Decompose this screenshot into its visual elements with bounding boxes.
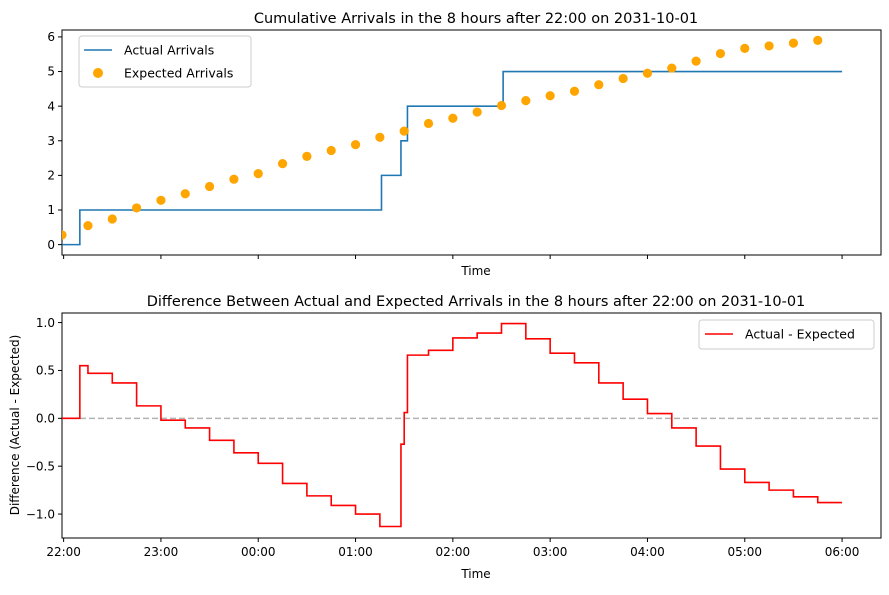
data-point-expected-arrivals: [229, 174, 239, 184]
bottom-legend-frame: [698, 319, 875, 350]
data-point-expected-arrivals: [667, 63, 677, 73]
data-point-expected-arrivals: [496, 100, 507, 111]
legend-label-expected-arrivals: Expected Arrivals: [124, 66, 233, 81]
x-tick-label: 03:00: [533, 545, 568, 559]
legend-label-actual-minus-expected: Actual - Expected: [745, 327, 855, 342]
data-point-expected-arrivals: [253, 169, 263, 179]
x-tick-label: 23:00: [144, 545, 179, 559]
data-point-expected-arrivals: [715, 48, 726, 59]
bottom-chart-y-axis-label: Difference (Actual - Expected): [8, 335, 22, 516]
data-point-expected-arrivals: [740, 43, 750, 53]
bottom-chart-title: Difference Between Actual and Expected A…: [147, 294, 806, 310]
data-point-expected-arrivals: [156, 195, 166, 205]
plot-frame: [61, 312, 882, 539]
data-point-expected-arrivals: [521, 96, 531, 106]
data-point-expected-arrivals: [399, 126, 409, 136]
plot-frame: [61, 29, 882, 256]
top-chart-plot-area: [62, 35, 843, 246]
data-point-expected-arrivals: [326, 145, 336, 156]
y-tick-label: 1.0: [36, 316, 55, 330]
y-tick-label: 0.0: [36, 412, 55, 426]
top-chart-x-axis-label: Time: [460, 264, 490, 278]
data-point-expected-arrivals: [642, 68, 653, 78]
data-point-expected-arrivals: [813, 35, 823, 45]
data-point-expected-arrivals: [302, 151, 312, 161]
bottom-chart-legend: Actual - Expected: [698, 319, 875, 350]
top-chart-title: Cumulative Arrivals in the 8 hours after…: [254, 11, 698, 27]
x-tick-label: 05:00: [727, 545, 762, 559]
data-point-expected-arrivals: [448, 113, 458, 123]
y-tick-label: 1: [47, 203, 55, 217]
x-tick-label: 00:00: [241, 545, 276, 559]
data-point-expected-arrivals: [764, 41, 774, 51]
y-tick-label: 5: [47, 65, 55, 79]
y-tick-label: 0: [47, 238, 55, 252]
data-point-expected-arrivals: [132, 203, 142, 213]
x-tick-label: 01:00: [338, 545, 373, 559]
y-tick-label: 3: [47, 134, 55, 148]
series-line-actual-arrivals: [62, 70, 843, 246]
series-line-actual-expected: [62, 322, 843, 528]
legend-label-actual-arrivals: Actual Arrivals: [124, 43, 214, 58]
bottom-chart: Difference Between Actual and Expected A…: [8, 294, 882, 581]
top-chart: Cumulative Arrivals in the 8 hours after…: [47, 11, 882, 278]
y-tick-label: 4: [47, 99, 55, 113]
top-legend-frame: [78, 35, 252, 88]
data-point-expected-arrivals: [180, 189, 190, 199]
data-point-expected-arrivals: [350, 139, 361, 150]
data-point-expected-arrivals: [545, 91, 555, 101]
data-point-expected-arrivals: [62, 230, 67, 240]
top-chart-legend: Actual Arrivals Expected Arrivals: [78, 35, 252, 88]
top-chart-axes: 0 1 2 3 4 5 6: [47, 29, 882, 259]
bottom-chart-axes: 22:00 23:00 00:00 01:00 02:00 03:00 04:00 05:00…: [26, 312, 882, 559]
y-tick-label: −1.0: [26, 507, 55, 521]
data-point-expected-arrivals: [375, 132, 385, 142]
data-point-expected-arrivals: [277, 159, 288, 169]
y-tick-label: 6: [47, 30, 55, 44]
x-tick-label: 22:00: [46, 545, 81, 559]
x-tick-label: 02:00: [436, 545, 471, 559]
bottom-chart-x-axis-label: Time: [460, 567, 490, 581]
data-point-expected-arrivals: [472, 107, 482, 117]
x-tick-label: 04:00: [630, 545, 665, 559]
y-tick-label: −0.5: [26, 459, 55, 473]
y-tick-label: 2: [47, 169, 55, 183]
data-point-expected-arrivals: [569, 86, 580, 96]
data-point-expected-arrivals: [594, 80, 604, 90]
x-tick-label: 06:00: [825, 545, 860, 559]
y-tick-label: 0.5: [36, 364, 55, 378]
legend-swatch-expected-arrivals: [93, 68, 103, 78]
data-point-expected-arrivals: [788, 38, 799, 48]
bottom-chart-plot-area: [62, 322, 881, 528]
data-point-expected-arrivals: [204, 181, 215, 192]
data-point-expected-arrivals: [107, 214, 117, 224]
data-point-expected-arrivals: [423, 118, 434, 129]
data-point-expected-arrivals: [83, 220, 93, 231]
data-point-expected-arrivals: [618, 73, 628, 84]
data-point-expected-arrivals: [691, 56, 701, 66]
